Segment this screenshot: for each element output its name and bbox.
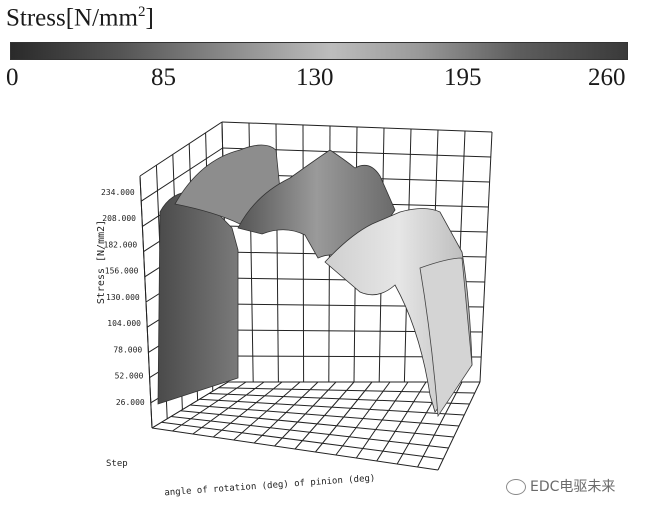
side-grid-line [139,121,223,177]
z-axis [139,175,153,429]
z-tick-label: 78.000 [113,345,142,354]
floor-grid-line [189,404,460,427]
floor-grid-line [151,427,439,471]
y-axis-label: Step [106,459,128,469]
colorbar-tick: 130 [296,64,334,91]
floor-grid-line [180,410,454,438]
floor-grid-line [208,393,470,405]
z-tick-label: 130.000 [106,293,140,302]
colorbar-title: Stress[N/mm2] [6,4,154,32]
z-tick-label: 26.000 [116,398,145,407]
z-axis-label: Stress [N/mm2] [96,220,107,304]
z-tick-label: 52.000 [115,372,144,381]
stress-surface [157,144,473,418]
floor-grid-line [161,421,444,460]
x-axis-label: angle of rotation (deg) of pinion (deg) [164,474,376,499]
floor-grid-line [170,416,449,449]
surface-left-band [157,191,239,405]
z-tick-label: 156.000 [105,267,139,276]
floor-grid-line [199,398,465,416]
watermark-logo-icon [506,479,526,495]
floor-grid [151,381,481,471]
z-tick-label: 182.000 [104,240,138,249]
colorbar-tick: 0 [6,64,19,91]
z-tick-labels: 26.000 52.000 78.000 104.000 130.000 156.000 1… [101,188,145,407]
colorbar-tick: 195 [444,64,482,91]
surface-ridge-top [174,144,281,225]
z-axis-line [139,175,153,429]
back-grid-line [221,121,493,133]
z-tick-label: 104.000 [107,319,141,328]
z-tick-label: 234.000 [101,188,135,197]
side-grid-line [140,147,223,202]
stress-surface-plot: 26.000 52.000 78.000 104.000 130.000 156.000 1… [96,121,493,499]
z-tick-label: 208.000 [102,214,136,223]
surface-right-front [419,257,473,418]
watermark: EDC电驱未来 [506,476,615,496]
colorbar-tick: 85 [151,64,176,91]
colorbar [10,42,628,60]
colorbar-tick: 260 [588,64,626,91]
